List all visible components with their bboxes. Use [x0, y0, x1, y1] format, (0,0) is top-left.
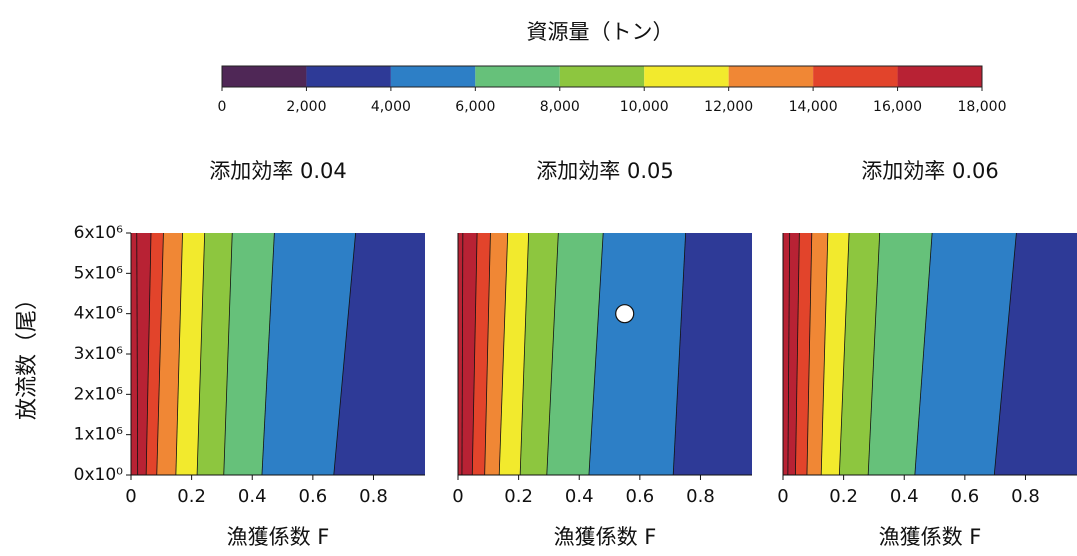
- contour-line: [471, 232, 478, 476]
- contour-line: [196, 232, 206, 476]
- contour-line: [333, 232, 356, 476]
- colorbar-segment: [390, 66, 476, 87]
- contour-band: [197, 233, 233, 475]
- contour-line: [914, 232, 933, 476]
- contour-line: [588, 232, 604, 476]
- y-tick-label: 6x10⁶: [74, 223, 124, 243]
- contour-band: [914, 233, 1017, 475]
- contour-line: [795, 232, 800, 476]
- colorbar-tick-label: 6,000: [455, 99, 495, 115]
- x-tick-label: 0.4: [238, 486, 267, 507]
- colorbar-tick-label: 16,000: [873, 99, 922, 115]
- contour-line: [672, 232, 687, 476]
- panel-title: 添加効率 0.06: [861, 159, 998, 183]
- x-axis-label: 漁獲係数 F: [554, 525, 657, 549]
- colorbar-tick-label: 18,000: [958, 99, 1007, 115]
- colorbar-segment: [306, 66, 391, 87]
- contour-line: [867, 232, 881, 476]
- contour-line: [136, 232, 139, 476]
- contour-line: [261, 232, 275, 476]
- contour-band: [333, 233, 425, 475]
- colorbar-tick-label: 2,000: [286, 99, 326, 115]
- y-tick-label: 3x10⁶: [74, 344, 124, 364]
- colorbar-segment: [728, 66, 814, 87]
- x-tick-label: 0.8: [359, 486, 388, 507]
- contour-band: [484, 233, 508, 475]
- x-tick-label: 0.8: [686, 486, 715, 507]
- contour-band: [499, 233, 529, 475]
- x-axis-label: 漁獲係数 F: [879, 525, 982, 549]
- contour-band: [223, 233, 275, 475]
- colorbar-tick-label: 4,000: [371, 99, 411, 115]
- contour-line: [223, 232, 233, 476]
- x-tick-label: 0: [452, 486, 463, 507]
- y-tick-label: 0x10⁰: [74, 465, 124, 485]
- colorbar-tick-label: 8,000: [540, 99, 580, 115]
- contour-band: [458, 233, 463, 475]
- x-tick-label: 0.4: [890, 486, 919, 507]
- colorbar-frame: [221, 65, 983, 88]
- panel-title: 添加効率 0.04: [209, 159, 346, 183]
- contour-line: [787, 232, 791, 476]
- colorbar-segment: [897, 66, 982, 87]
- contour-band: [821, 233, 850, 475]
- colorbar-segment: [559, 66, 645, 87]
- contour-band: [839, 233, 880, 475]
- contour-band: [520, 233, 559, 475]
- x-tick-label: 0.2: [829, 486, 858, 507]
- x-tick-label: 0.2: [177, 486, 206, 507]
- contour-line: [484, 232, 491, 476]
- contour-line: [546, 232, 559, 476]
- contour-band: [136, 233, 152, 475]
- x-tick-label: 0: [777, 486, 788, 507]
- y-tick-label: 4x10⁶: [74, 304, 124, 324]
- x-tick-label: 0.6: [299, 486, 328, 507]
- colorbar-segment: [222, 66, 307, 87]
- y-tick-label: 1x10⁶: [74, 425, 124, 445]
- colorbar-tick-label: 14,000: [789, 99, 838, 115]
- contour-line: [820, 232, 829, 476]
- contour-line: [175, 232, 183, 476]
- contour-band: [588, 233, 686, 475]
- contour-line: [156, 232, 164, 476]
- x-tick-label: 0: [125, 486, 136, 507]
- contour-band: [787, 233, 800, 475]
- contour-band: [175, 233, 205, 475]
- contour-band: [546, 233, 604, 475]
- y-tick-label: 2x10⁶: [74, 384, 124, 404]
- contour-band: [994, 233, 1077, 475]
- x-axis-label: 漁獲係数 F: [227, 525, 330, 549]
- contour-band: [673, 233, 752, 475]
- colorbar-tick-label: 0: [218, 99, 227, 115]
- contour-band: [261, 233, 356, 475]
- contour-band: [795, 233, 812, 475]
- contour-band: [156, 233, 183, 475]
- colorbar-title: 資源量（トン）: [527, 20, 674, 44]
- contour-line: [838, 232, 850, 476]
- colorbar-segment: [644, 66, 729, 87]
- x-tick-label: 0.8: [1011, 486, 1040, 507]
- contour-line: [806, 232, 813, 476]
- y-axis-label: 放流数（尾）: [15, 288, 40, 420]
- colorbar-tick-label: 12,000: [704, 99, 753, 115]
- x-tick-label: 0.6: [951, 486, 980, 507]
- contour-line: [519, 232, 530, 476]
- contour-band: [868, 233, 933, 475]
- panel-title: 添加効率 0.05: [536, 159, 673, 183]
- contour-line: [461, 232, 464, 476]
- marker-point: [615, 304, 635, 324]
- colorbar-segment: [475, 66, 560, 87]
- y-tick-label: 5x10⁶: [74, 263, 124, 283]
- colorbar-tick-label: 10,000: [620, 99, 669, 115]
- colorbar-segment: [813, 66, 898, 87]
- x-tick-label: 0.2: [504, 486, 533, 507]
- contour-line: [993, 232, 1017, 476]
- x-tick-label: 0.6: [626, 486, 655, 507]
- contour-line: [498, 232, 509, 476]
- contour-band: [131, 233, 138, 475]
- contour-band: [146, 233, 164, 475]
- contour-line: [145, 232, 152, 476]
- x-tick-label: 0.4: [565, 486, 594, 507]
